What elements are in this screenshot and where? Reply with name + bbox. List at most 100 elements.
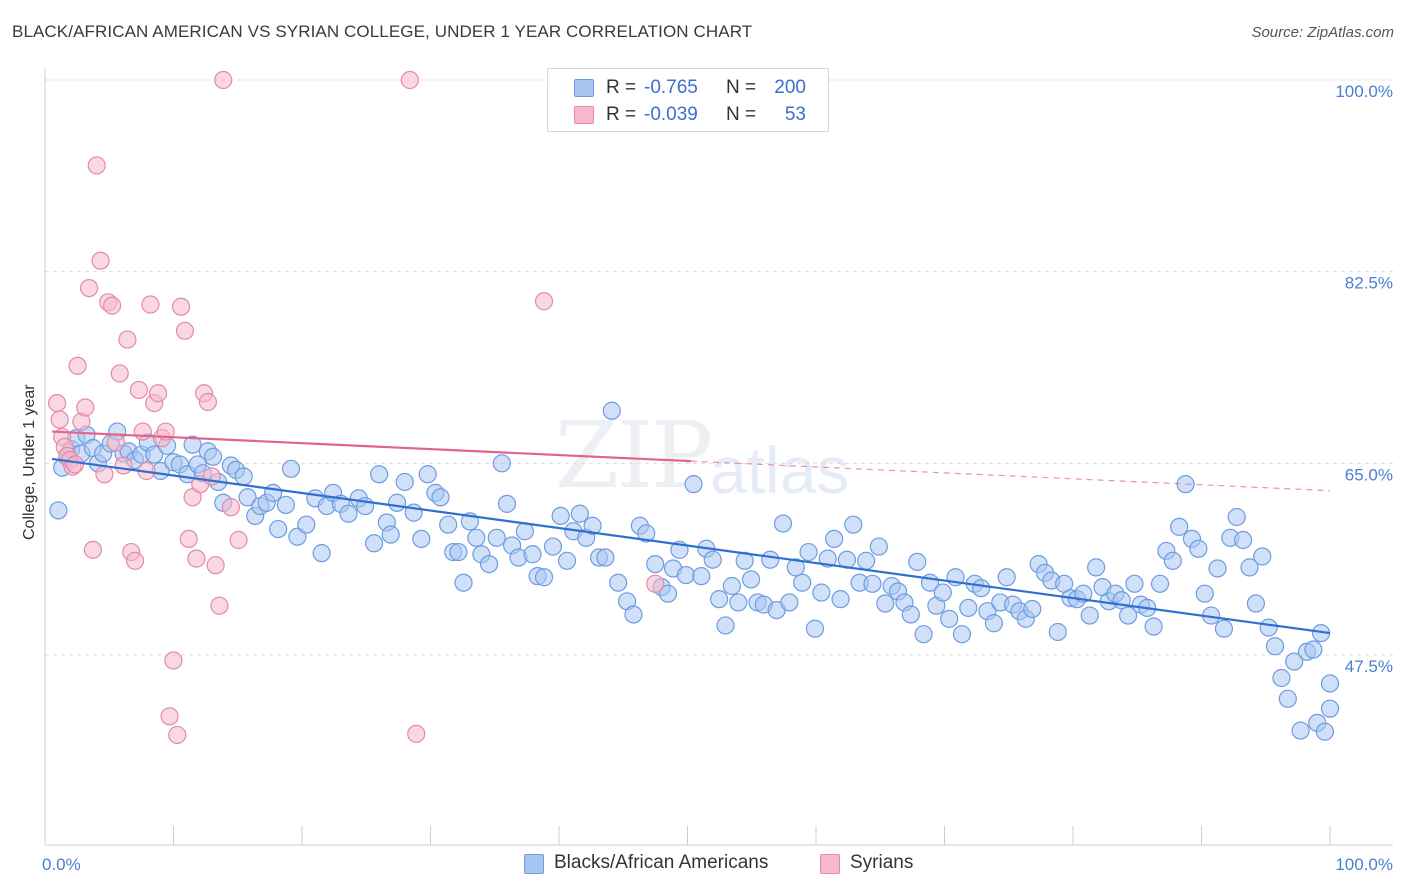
data-point [141,295,160,314]
x-tick-label: 100.0% [1335,855,1393,874]
data-point [48,393,67,413]
data-point [863,574,882,593]
legend-row-blacks: R = -0.765 N = 200 [548,75,828,101]
data-point [805,619,825,638]
y-tick-label: 47.5% [1345,657,1393,676]
data-point [940,609,959,628]
x-tick-labels: 0.0% 100.0% [42,855,1393,874]
data-point [49,501,68,520]
data-point [288,527,307,546]
data-point [87,156,106,175]
data-point [179,529,198,549]
data-point [914,625,933,644]
data-point [1227,507,1246,527]
trend-line-syrians-extrapolated [690,460,1331,492]
data-point [609,573,628,592]
data-point [364,534,384,553]
data-point [183,435,202,454]
data-point [646,574,665,593]
data-point [171,297,191,316]
data-point [1320,674,1340,693]
data-point [1125,574,1144,593]
data-point [160,707,179,726]
data-point [263,483,283,503]
data-point [234,467,253,486]
data-point [583,516,602,535]
data-point [844,515,863,534]
data-point [79,278,99,298]
chart-title: BLACK/AFRICAN AMERICAN VS SYRIAN COLLEGE… [12,22,753,41]
data-point [1087,558,1106,577]
data-point [1240,558,1259,577]
data-point [1214,619,1234,638]
data-point [984,614,1003,633]
data-point [570,504,589,523]
data-point [439,515,458,534]
data-point [825,529,844,549]
data-point [543,537,563,556]
data-point [901,605,920,624]
data-point [818,549,837,568]
data-point [454,573,473,592]
data-point [50,410,69,429]
data-point [710,590,729,609]
data-point [102,296,122,315]
data-point [1285,652,1304,671]
axes [44,68,1393,846]
legend-r-label: R = [606,77,637,98]
data-point [1278,689,1297,708]
data-point [676,565,695,585]
data-point [395,472,414,492]
data-point [339,504,358,523]
data-point [761,550,780,569]
y-axis-label: College, Under 1 year [21,384,38,540]
legend-swatch-syrians [574,106,594,124]
data-point [125,551,145,570]
legend-r-label: R = [606,104,637,125]
data-point [624,605,643,624]
data-point [206,556,225,575]
data-point [400,70,419,90]
data-point [716,616,735,635]
data-point [479,554,499,574]
data-point [1272,668,1291,688]
data-point [1253,547,1272,566]
series-legend: Blacks/African Americans Syrians [0,852,1406,878]
data-point [76,398,95,417]
data-point [1291,721,1310,740]
data-point [908,552,927,572]
data-point [1246,594,1265,613]
legend-n-value: 53 [784,104,806,125]
data-point [145,445,164,464]
data-point [381,525,400,544]
data-point [831,590,850,609]
data-point [722,576,741,596]
correlation-legend: R = -0.765 N = 200 R = -0.039 N = 53 [547,68,829,132]
data-point [1163,551,1182,570]
legend-swatch-blacks [524,854,544,874]
data-point [602,401,621,420]
data-point [187,549,206,568]
data-point [276,495,295,515]
data-point [703,550,722,569]
data-point [281,459,301,478]
data-point [799,542,818,562]
legend-label-blacks: Blacks/African Americans [554,852,769,873]
data-point [106,433,126,452]
data-point [1315,722,1334,741]
data-point [1189,539,1208,558]
data-point [1208,559,1227,578]
data-point [198,392,218,412]
data-point [83,540,102,559]
data-point [551,506,570,526]
data-point [1320,699,1340,718]
data-point [210,596,229,615]
data-point [114,456,133,475]
data-point [164,651,183,670]
data-point [534,568,554,587]
data-point [431,488,450,507]
data-point [487,528,506,547]
data-point [297,515,316,534]
data-point [786,558,805,577]
gridlines [45,79,1395,656]
